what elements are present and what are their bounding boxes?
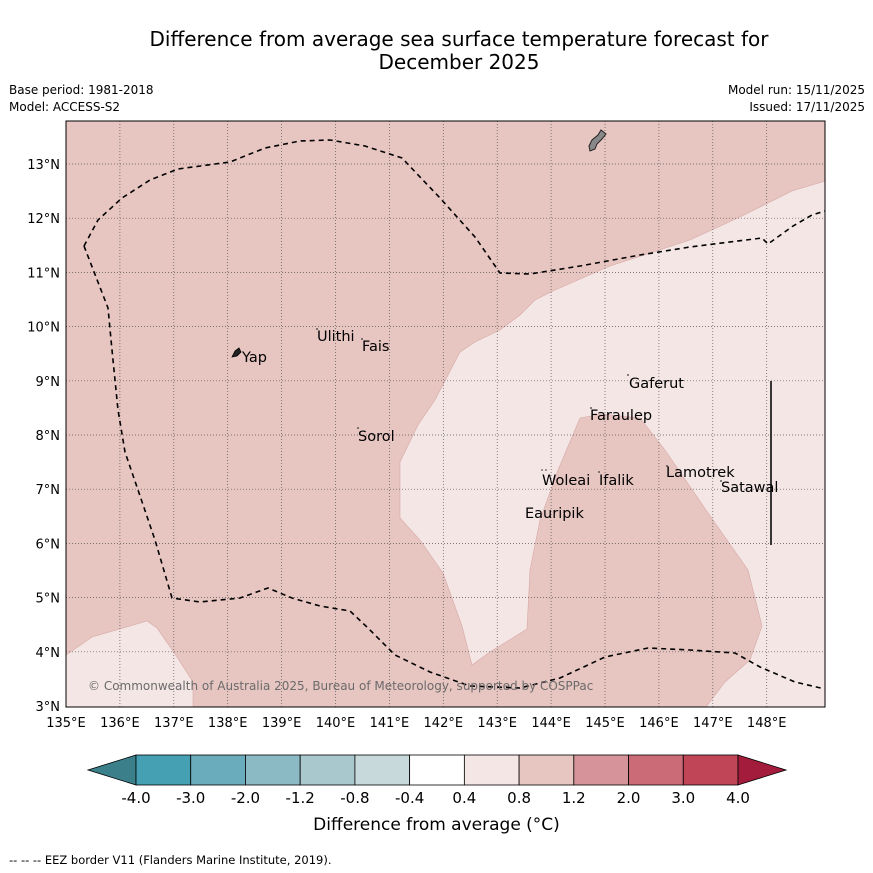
contour-line-southwest [66,620,194,707]
lon-label: 144°E [531,716,571,731]
lon-label: 142°E [424,716,464,731]
anomaly-region-0.4-0.8-southwest [66,621,193,707]
place-fais: Fais [362,339,389,355]
lon-label: 135°E [46,716,86,731]
lon-label: 137°E [154,716,194,731]
place-gaferut: Gaferut [629,376,684,392]
colorbar-segment [409,754,465,786]
place-faraulep: Faraulep [590,408,652,424]
atoll-dots [316,328,722,482]
colorbar-tick-label: -4.0 [121,789,150,807]
yap-island-icon [231,347,242,358]
lat-label: 10°N [27,321,60,336]
place-yap: Yap [241,350,267,366]
lat-label: 13°N [27,158,60,173]
colorbar-segment [518,754,575,786]
lon-label: 143°E [477,716,517,731]
title-line-1: Difference from average sea surface temp… [149,27,769,51]
model-run: Model run: 15/11/2025 [727,83,865,97]
meta-right: Model run: 15/11/2025 Issued: 17/11/2025 [728,82,865,116]
latitude-labels: 3°N 4°N 5°N 6°N 7°N 8°N 9°N 10°N 11°N 12°N 13°N [27,158,60,715]
title-line-2: December 2025 [378,50,540,74]
map-title: Difference from average sea surface temp… [45,28,873,74]
longitude-labels: 135°E 136°E 137°E 138°E 139°E 140°E 141°E 142°E… [46,716,786,731]
lat-label: 6°N [36,537,61,552]
colorbar-tick-label: 3.0 [671,789,695,807]
colorbar-segment [135,754,192,786]
colorbar-tick-label: -3.0 [176,789,205,807]
colorbar-tick-label: 0.4 [452,789,476,807]
lat-label: 4°N [36,646,61,661]
lon-label: 147°E [693,716,733,731]
lon-label: 139°E [262,716,302,731]
place-lamotrek: Lamotrek [666,465,735,481]
colorbar-tick-label: 0.8 [507,789,531,807]
guam-island-icon [588,129,607,152]
lon-label: 146°E [639,716,679,731]
lat-label: 12°N [27,212,60,227]
lat-label: 8°N [36,429,61,444]
anomaly-region-0.4-0.8-east [400,181,825,707]
colorbar-tick-label: -2.0 [231,789,260,807]
place-ulithi: Ulithi [317,329,355,345]
colorbar-extend-high [737,754,788,786]
colorbar-tick-label: -0.4 [395,789,424,807]
colorbar-tick-label: 4.0 [726,789,750,807]
place-eauripik: Eauripik [525,506,584,522]
colorbar-tick-label: -0.8 [340,789,369,807]
colorbar-segment [682,754,739,786]
place-labels: Yap Ulithi Fais Gaferut Faraulep Sorol W… [241,329,778,522]
place-sorol: Sorol [358,429,395,445]
colorbar-segment [573,754,629,786]
colorbar [86,754,788,786]
meta-left: Base period: 1981-2018 Model: ACCESS-S2 [9,82,154,116]
eez-border-north [83,139,825,275]
eez-legend-note: -- -- -- EEZ border V11 (Flanders Marine… [9,853,332,867]
place-satawal: Satawal [721,480,778,496]
lon-label: 141°E [370,716,410,731]
colorbar-title: Difference from average (°C) [313,815,560,835]
lat-label: 5°N [36,592,61,607]
lon-label: 138°E [208,716,248,731]
colorbar-tick-label: 2.0 [617,789,641,807]
plot-frame [65,120,826,708]
model-name: Model: ACCESS-S2 [9,100,121,114]
lat-label: 11°N [27,266,60,281]
colorbar-ticks: -4.0 -3.0 -2.0 -1.2 -0.8 -0.4 0.4 0.8 1.2 2.0 3.0 4… [121,789,750,807]
colorbar-segment [299,754,356,786]
lat-label: 3°N [36,700,61,715]
lat-label: 9°N [36,375,61,390]
map-plot-area [66,121,825,707]
place-ifalik: Ifalik [599,473,634,489]
colorbar-tick-label: 1.2 [562,789,586,807]
lon-label: 145°E [585,716,625,731]
colorbar-segment [190,754,246,786]
colorbar-segment [245,754,301,786]
colorbar-segment [354,754,411,786]
colorbar-extend-low [86,754,137,786]
lon-label: 148°E [747,716,787,731]
lat-label: 7°N [36,483,61,498]
colorbar-segment [628,754,684,786]
place-woleai: Woleai [542,473,590,489]
lon-label: 136°E [100,716,140,731]
copyright-notice: © Commonwealth of Australia 2025, Bureau… [88,679,593,693]
base-period: Base period: 1981-2018 [9,83,154,97]
gridlines [66,121,825,707]
lon-label: 140°E [316,716,356,731]
colorbar-tick-label: -1.2 [286,789,315,807]
colorbar-segment [463,754,520,786]
issued-date: Issued: 17/11/2025 [749,100,865,114]
contour-line-east [399,180,825,707]
